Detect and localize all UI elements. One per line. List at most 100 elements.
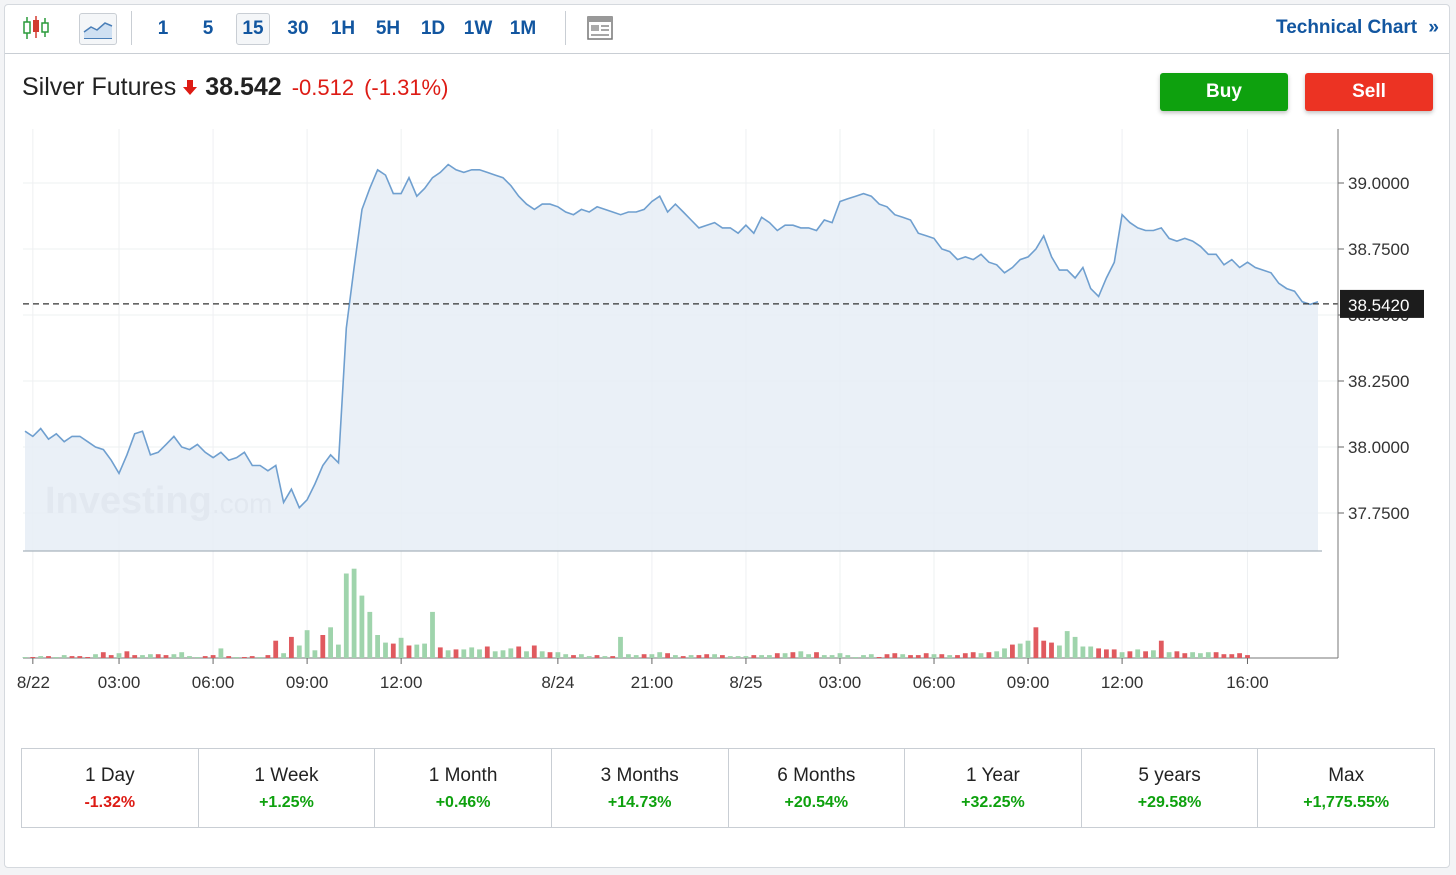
volume-bar <box>406 645 412 658</box>
price-line <box>24 163 1319 510</box>
volume-bar <box>202 656 208 658</box>
volume-bar <box>226 656 232 658</box>
performance-label: 1 Week <box>254 764 319 786</box>
volume-bar <box>524 651 529 658</box>
volume-bar <box>69 656 75 658</box>
volume-bar <box>445 650 451 658</box>
timeframe-15[interactable]: 15 <box>236 13 270 45</box>
volume-bar <box>970 652 976 658</box>
price-area <box>25 164 1318 551</box>
sell-button[interactable]: Sell <box>1305 73 1433 111</box>
volume-bar <box>461 649 467 658</box>
volume-bar <box>680 656 686 658</box>
performance-value: +1,775.55% <box>1303 793 1390 811</box>
y-tick-label: 38.7500 <box>1348 240 1409 259</box>
arrow-down-icon <box>183 79 198 96</box>
volume-bar <box>492 651 498 658</box>
performance-5-years[interactable]: 5 years +29.58% <box>1082 749 1259 827</box>
x-tick-label: 21:00 <box>631 673 674 692</box>
price-chart[interactable]: 39.000038.750038.500038.250038.000037.75… <box>5 5 1451 745</box>
volume-bar <box>900 654 906 658</box>
volume-bar <box>414 644 420 658</box>
volume-bar <box>289 636 294 658</box>
volume-bar <box>657 652 663 658</box>
volume-bar <box>312 650 318 658</box>
timeframe-30[interactable]: 30 <box>287 18 309 39</box>
buy-button[interactable]: Buy <box>1160 73 1288 111</box>
performance-1-month[interactable]: 1 Month +0.46% <box>375 749 552 827</box>
volume-bar <box>116 653 122 658</box>
volume-bar <box>1064 631 1070 658</box>
instrument-name: Silver Futures <box>22 73 177 101</box>
volume-bar <box>845 655 851 658</box>
volume-bar <box>751 655 757 658</box>
performance-max[interactable]: Max +1,775.55% <box>1258 749 1434 827</box>
last-price-tag <box>1340 289 1424 318</box>
performance-1-year[interactable]: 1 Year +32.25% <box>905 749 1082 827</box>
volume-bar <box>1237 653 1242 658</box>
timeframe-1[interactable]: 1 <box>157 18 169 39</box>
volume-bar <box>195 657 200 658</box>
volume-bar <box>986 652 992 658</box>
y-tick-label: 38.2500 <box>1348 372 1409 391</box>
volume-bar <box>516 646 522 658</box>
technical-chart-label: Technical Chart <box>1276 17 1418 38</box>
volume-bar <box>46 656 51 658</box>
instrument-change: -0.512 <box>291 74 355 100</box>
volume-bar <box>218 648 224 658</box>
volume-bar <box>484 646 490 658</box>
volume-bar <box>359 595 365 658</box>
volume-bar <box>85 657 91 658</box>
timeframe-5[interactable]: 5 <box>202 18 214 39</box>
last-price-label: 38.5420 <box>1348 296 1409 315</box>
performance-bar: 1 Day -1.32% 1 Week +1.25% 1 Month +0.46% 3 Mo… <box>21 748 1435 828</box>
volume-bar <box>1057 645 1062 658</box>
technical-chart-link[interactable]: Technical Chart » <box>1276 17 1439 39</box>
instrument-header: Silver Futures 38.542 -0.512 (-1.31%) <box>22 73 448 102</box>
volume-bar <box>641 654 647 658</box>
performance-label: 1 Month <box>428 764 498 786</box>
performance-3-months[interactable]: 3 Months +14.73% <box>552 749 729 827</box>
volume-bar <box>837 653 843 658</box>
volume-bar <box>93 654 98 658</box>
volume-bar <box>148 654 153 658</box>
performance-value: +20.54% <box>784 793 849 811</box>
x-tick-label: 12:00 <box>1101 673 1144 692</box>
timeframe-1m[interactable]: 1M <box>509 18 537 39</box>
timeframe-5h[interactable]: 5H <box>375 18 401 39</box>
volume-bar <box>1205 652 1211 658</box>
timeframe-1w[interactable]: 1W <box>463 18 493 39</box>
volume-bar <box>1119 652 1125 658</box>
performance-1-day[interactable]: 1 Day -1.32% <box>22 749 199 827</box>
volume-bar <box>171 654 177 658</box>
toolbar-divider <box>131 11 132 45</box>
volume-bar <box>1111 649 1117 658</box>
volume-bar <box>22 657 28 658</box>
layout-icon[interactable] <box>585 13 615 43</box>
volume-bar <box>782 653 788 658</box>
x-tick-label: 09:00 <box>286 673 329 692</box>
performance-6-months[interactable]: 6 Months +20.54% <box>729 749 906 827</box>
volume-bar <box>296 645 302 658</box>
volume-bar <box>806 654 811 658</box>
volume-bar <box>626 654 631 658</box>
volume-bar <box>61 655 67 658</box>
volume-bar <box>704 654 710 658</box>
timeframe-1d[interactable]: 1D <box>420 18 446 39</box>
volume-bar <box>1198 653 1203 658</box>
volume-bar <box>273 640 279 658</box>
candlestick-icon[interactable] <box>19 13 53 43</box>
chart-toolbar: 1 5 15 30 1H 5H 1D 1W 1M Technical Chart » <box>5 5 1449 54</box>
volume-bar <box>767 655 772 658</box>
performance-label: Max <box>1328 764 1365 786</box>
volume-bar <box>155 654 161 658</box>
area-chart-icon[interactable] <box>79 13 117 45</box>
performance-1-week[interactable]: 1 Week +1.25% <box>199 749 376 827</box>
x-tick-label: 12:00 <box>380 673 423 692</box>
timeframe-1h[interactable]: 1H <box>330 18 356 39</box>
volume-bar <box>1049 642 1054 658</box>
volume-bar <box>1245 655 1250 658</box>
volume-bar <box>140 655 145 658</box>
volume-bar <box>453 649 459 658</box>
volume-bar <box>1096 648 1101 658</box>
